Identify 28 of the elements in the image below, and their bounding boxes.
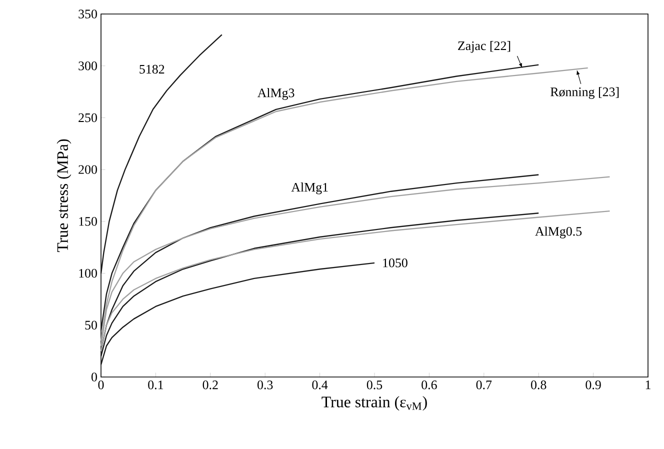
y-tick-label: 50 [85, 320, 97, 330]
y-tick-label: 250 [78, 113, 97, 122]
x-tick-label: 0.8 [531, 380, 546, 390]
y-tick-label: 100 [79, 268, 97, 278]
x-tick-label: 1 [646, 380, 650, 390]
series-label: 5182 [140, 64, 164, 74]
series-label: AlMg0.5 [535, 226, 582, 238]
x-tick-label: 0.7 [476, 380, 492, 390]
x-tick-label: 0.5 [366, 380, 382, 390]
series-label: AlMg1 [291, 182, 328, 194]
y-tick-label: 200 [78, 165, 97, 174]
x-tick-label: 0.6 [422, 380, 437, 390]
x-tick-label: 0.3 [258, 380, 273, 390]
series-label: 1050 [383, 258, 408, 268]
y-axis-title: True stress (MPa) [56, 139, 72, 252]
y-tick-label: 150 [79, 217, 97, 226]
annotation: Zajac [22] [458, 41, 510, 53]
y-tick-label: 350 [78, 10, 97, 18]
y-tick-label: 300 [78, 61, 97, 70]
annotation: Rønning [23] [550, 87, 619, 99]
x-tick-label: 0.1 [148, 380, 164, 390]
x-tick-label: 0.9 [586, 380, 601, 390]
x-axis-title: True strain (ε$_{vM}$) [322, 396, 427, 411]
y-tick-label: 0 [92, 372, 97, 382]
x-tick-label: 0 [98, 380, 104, 390]
x-tick-label: 0.2 [202, 380, 218, 390]
x-tick-label: 0.4 [312, 380, 328, 390]
series-label: AlMg3 [257, 88, 294, 100]
